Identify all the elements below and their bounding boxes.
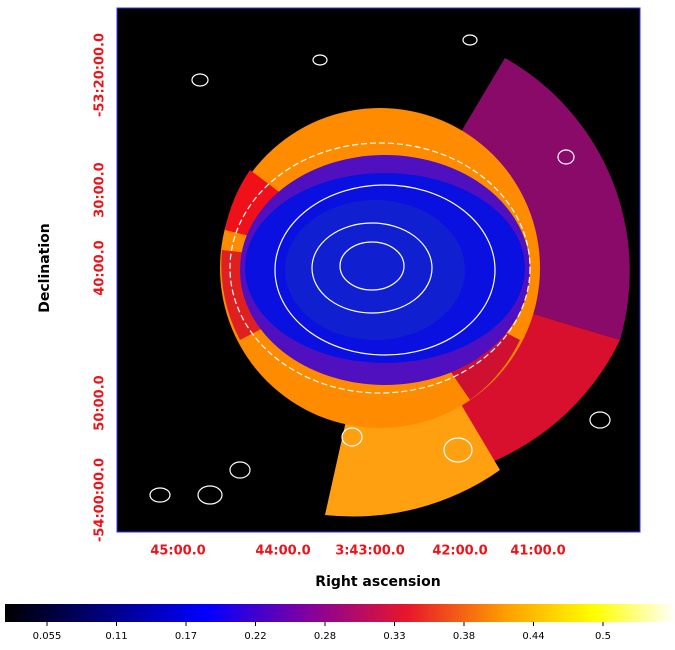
x-tick-label: 3:43:00.0: [335, 544, 405, 559]
x-tick-label: 41:00.0: [510, 544, 565, 559]
frame: [116, 7, 641, 533]
colorbar-tick-label: 0.22: [244, 631, 266, 642]
colorbar-tick-label: 0.44: [522, 631, 544, 642]
sky-image: [117, 8, 640, 532]
colorbar-tick-label: 0.11: [105, 631, 127, 642]
x-tick-label: 42:00.0: [432, 544, 487, 559]
colorbar-tick-label: 0.17: [175, 631, 197, 642]
x-tick-label: 44:00.0: [255, 544, 310, 559]
y-tick-label: 40:00.0: [93, 240, 108, 295]
y-axis-label: Declination: [37, 223, 53, 313]
y-tick-label: 50:00.0: [93, 375, 108, 430]
x-axis-label: Right ascension: [315, 574, 440, 590]
colorbar-tick-label: 0.28: [314, 631, 336, 642]
x-tick-label: 45:00.0: [150, 544, 205, 559]
colorbar-tick-label: 0.33: [383, 631, 405, 642]
y-tick-label: 30:00.0: [93, 162, 108, 217]
colorbar-tick-label: 0.5: [595, 631, 611, 642]
y-tick-label: -54:00:00.0: [93, 458, 108, 542]
y-tick-label: -53:20:00.0: [93, 33, 108, 117]
colorbar: [5, 604, 675, 622]
colorbar-tick-label: 0.055: [33, 631, 62, 642]
colorbar-tick-label: 0.38: [453, 631, 475, 642]
